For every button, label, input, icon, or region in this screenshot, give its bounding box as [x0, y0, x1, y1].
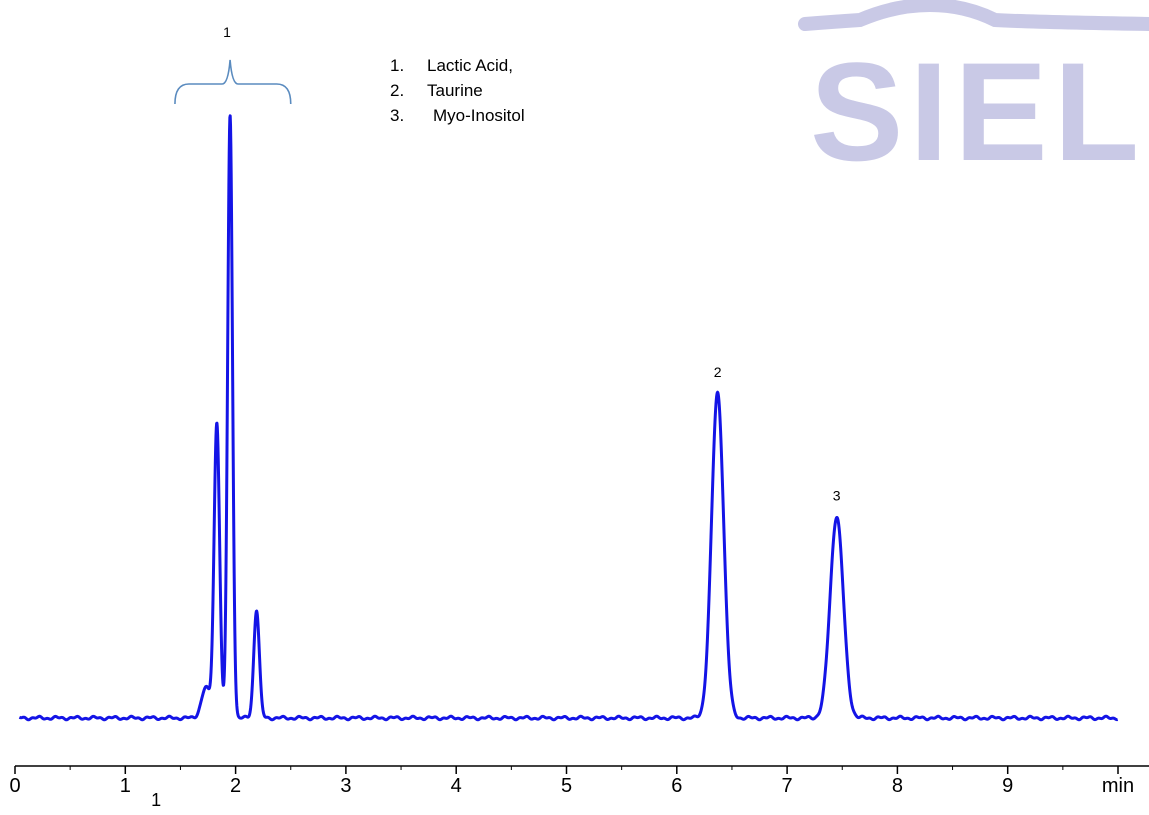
x-tick-label: 5 [561, 775, 572, 797]
legend-number-3: 3. [390, 106, 404, 125]
x-axis-unit: min [1102, 775, 1134, 797]
x-tick-label: 0 [9, 775, 20, 797]
x-tick-label: 7 [782, 775, 793, 797]
watermark-arc [798, 0, 1149, 31]
bracket-label: 1 [223, 24, 231, 40]
peak-label-2: 2 [714, 364, 722, 380]
chromatogram-trace [18, 114, 1119, 722]
legend-entry-1: Lactic Acid, [427, 56, 513, 75]
stray-axis-label: 1 [151, 790, 161, 810]
x-tick-label: 3 [340, 775, 351, 797]
x-tick-label: 2 [230, 775, 241, 797]
x-tick-label: 9 [1002, 775, 1013, 797]
legend-entry-2: Taurine [427, 81, 483, 100]
x-tick-label: 6 [671, 775, 682, 797]
x-axis-ticks: 0 1 2 3 4 5 6 7 8 9 [9, 766, 1119, 797]
bracket-curly-brace [174, 59, 292, 105]
legend-number-2: 2. [390, 81, 404, 100]
x-tick-label: 1 [120, 775, 131, 797]
x-tick-label: 8 [892, 775, 903, 797]
legend-entry-3: Myo-Inositol [433, 106, 525, 125]
sielc-watermark-logo: SIELC [798, 0, 1149, 190]
peak-labels: 23 [714, 364, 841, 503]
peak-group-bracket: 1 [174, 24, 292, 105]
legend: 1. Lactic Acid, 2. Taurine 3. Myo-Inosit… [390, 56, 525, 125]
x-tick-label: 4 [451, 775, 462, 797]
legend-number-1: 1. [390, 56, 404, 75]
peak-label-3: 3 [833, 487, 841, 503]
x-axis: 0 1 2 3 4 5 6 7 8 9 min 1 [9, 765, 1149, 810]
watermark-text: SIELC [810, 33, 1149, 190]
